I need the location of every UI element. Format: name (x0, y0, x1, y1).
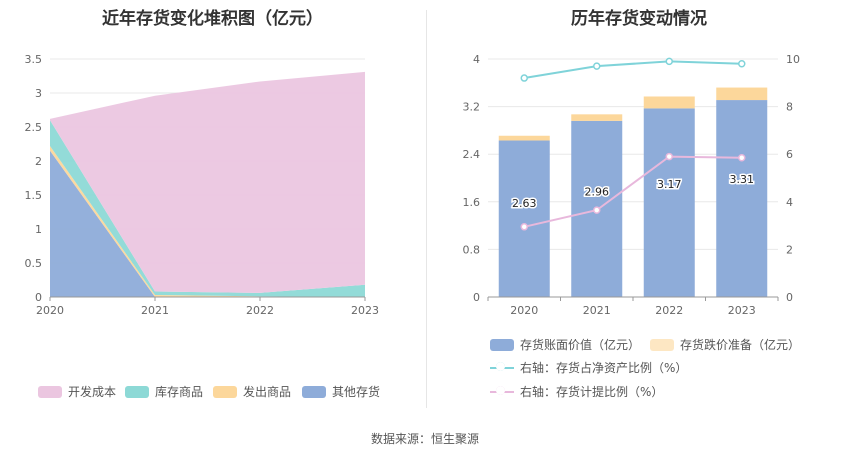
y-tick-label: 2.4 (463, 148, 481, 161)
y-tick-label: 0 (35, 291, 42, 304)
right-chart-panel: 历年存货变动情况 0 0.8 1.6 2.4 3.2 4 0 2 4 6 8 10 2020 2021 20… (428, 0, 850, 420)
legend-label: 存货账面价值（亿元） (520, 338, 641, 352)
left-chart-title: 近年存货变化堆积图（亿元） (102, 9, 323, 29)
x-tick-label: 2023 (351, 304, 379, 317)
x-tick-label: 2020 (36, 304, 64, 317)
y2-tick-label: 4 (786, 196, 793, 209)
legend-label: 库存商品 (155, 385, 204, 399)
legend-item[interactable]: 库存商品 (125, 383, 203, 400)
legend-item[interactable]: 存货账面价值（亿元） (490, 336, 640, 353)
legend-swatch (302, 385, 326, 398)
y-tick-label: 1.5 (25, 189, 43, 202)
y-tick-label: 3.2 (463, 101, 481, 114)
area-series-3 (50, 120, 365, 297)
bar-impairment (571, 114, 623, 121)
y2-tick-label: 2 (786, 243, 793, 256)
bar-line-chart: 0 0.8 1.6 2.4 3.2 4 0 2 4 6 8 10 2020 2021 2022 2023 2.6… (463, 53, 801, 317)
bar-data-label: 3.31 (730, 173, 755, 186)
legend-swatch (213, 385, 237, 398)
y-tick-label: 0.8 (463, 243, 481, 256)
line-point (520, 74, 528, 82)
legend-item[interactable]: 开发成本 (38, 383, 116, 400)
legend-line (490, 390, 514, 393)
area-series-4 (50, 71, 365, 293)
line-inventory-to-net-assets (524, 60, 742, 80)
legend-marker (496, 361, 505, 371)
bar-data-label: 3.17 (657, 178, 682, 191)
bar-data-label: 2.96 (585, 185, 610, 198)
line-provision-ratio (524, 155, 742, 228)
legend-label: 右轴：存货计提比例（%） (520, 385, 664, 399)
x-tick-label: 2021 (141, 304, 169, 317)
bar-impairment (716, 87, 768, 101)
bar-book-value (643, 108, 695, 297)
right-chart-title: 历年存货变动情况 (571, 9, 707, 29)
stacked-area-chart: 0 0.5 1 1.5 2 2.5 3 3.5 2020 2021 2022 2023 (25, 53, 380, 317)
y-tick-label: 2 (35, 155, 42, 168)
x-tick-label: 2022 (655, 304, 683, 317)
data-source: 数据来源：恒生聚源 (370, 432, 479, 446)
left-chart-panel: 近年存货变化堆积图（亿元） 0 0.5 1 1.5 2 2.5 3 3.5 2020 2021 20… (0, 0, 425, 420)
legend-label: 发出商品 (243, 385, 292, 399)
y2-tick-label: 10 (786, 53, 800, 66)
bar-book-value (498, 140, 550, 297)
y-tick-label: 2.5 (25, 121, 43, 134)
panel-divider (426, 10, 427, 408)
area-series-2 (50, 146, 365, 297)
y-tick-label: 1 (35, 223, 42, 236)
y-tick-label: 0 (473, 291, 480, 304)
legend-swatch (490, 385, 514, 398)
legend-item[interactable]: 右轴：存货占净资产比例（%） (490, 359, 687, 376)
legend-label: 存货跌价准备（亿元） (680, 338, 801, 352)
legend-item[interactable]: 右轴：存货计提比例（%） (490, 383, 663, 400)
bar-data-label: 2.63 (512, 197, 537, 210)
line-point (738, 60, 746, 68)
line-point (665, 152, 673, 161)
y-tick-label: 3 (35, 87, 42, 100)
bar-impairment (498, 135, 550, 141)
line-point (593, 62, 601, 70)
legend-swatch (650, 338, 674, 351)
line-point (738, 154, 746, 162)
x-tick-label: 2021 (583, 304, 611, 317)
line-point (593, 206, 601, 214)
x-tick-label: 2023 (728, 304, 756, 317)
y-tick-label: 1.6 (463, 196, 481, 209)
x-tick-label: 2020 (510, 304, 538, 317)
y-tick-label: 0.5 (25, 257, 43, 270)
y-tick-label: 4 (473, 53, 480, 66)
y2-tick-label: 6 (786, 148, 793, 161)
legend-label: 开发成本 (68, 385, 117, 399)
legend-swatch (38, 385, 62, 398)
legend-label: 其他存货 (332, 385, 381, 399)
y-tick-label: 3.5 (25, 53, 43, 66)
legend-marker (496, 385, 505, 395)
legend-label: 右轴：存货占净资产比例（%） (520, 361, 688, 375)
line-point (665, 57, 673, 66)
legend-item[interactable]: 其他存货 (302, 383, 380, 400)
bar-impairment (643, 96, 695, 109)
x-tick-label: 2022 (246, 304, 274, 317)
legend-swatch (125, 385, 149, 398)
y2-tick-label: 0 (786, 291, 793, 304)
legend-swatch (490, 338, 514, 351)
bar-book-value (716, 100, 768, 298)
legend-swatch (490, 361, 514, 374)
legend-line (490, 366, 514, 369)
area-series-1 (50, 150, 365, 297)
legend-item[interactable]: 发出商品 (213, 383, 291, 400)
line-point (520, 223, 528, 231)
y2-tick-label: 8 (786, 101, 793, 114)
legend-item[interactable]: 存货跌价准备（亿元） (650, 336, 800, 353)
